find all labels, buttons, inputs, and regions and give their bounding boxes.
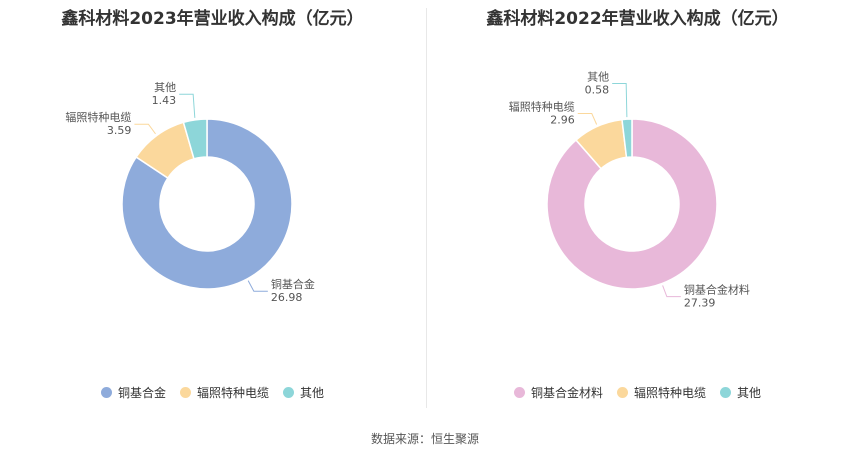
slice-0 [121,118,293,290]
legend-item-2[interactable]: 其他 [720,384,761,401]
legend-label: 铜基合金材料 [530,386,603,400]
legend-item-1[interactable]: 辐照特种电缆 [179,384,269,401]
slice-label-value-0: 26.98 [271,291,303,304]
legend-marker-icon [179,387,191,398]
slice-label-name-0: 铜基合金 [271,277,315,291]
legend-label: 辐照特种电缆 [633,386,706,400]
slice-2 [182,118,208,160]
slice-label-name-2: 其他 [154,81,176,94]
slice-label-name-2: 其他 [587,71,609,84]
legend-marker-icon [616,387,628,398]
slice-label-value-1: 3.59 [107,124,132,137]
slice-label-value-2: 0.58 [585,84,610,97]
leader-line-2 [179,93,196,118]
chart-2022: 鑫科材料2022年营业收入构成（亿元） 铜基合金材料 27.39 辐照特种电缆 2.9… [425,0,850,420]
divider [426,8,427,408]
leader-line-0 [247,280,268,292]
legend-label: 铜基合金 [117,386,166,400]
leader-line-0 [662,285,681,298]
legend-label: 其他 [737,386,762,400]
chart-title: 鑫科材料2022年营业收入构成（亿元） [486,9,789,29]
chart-2023: 鑫科材料2023年营业收入构成（亿元） 铜基合金 26.98 辐照特种电缆 3.59 其… [0,0,425,420]
legend-label: 其他 [300,386,325,400]
chart-title: 鑫科材料2023年营业收入构成（亿元） [61,9,364,29]
legend-label: 辐照特种电缆 [196,386,269,400]
leader-line-1 [134,123,156,135]
slice-label-value-0: 27.39 [684,297,716,310]
legend-item-1[interactable]: 辐照特种电缆 [616,384,706,401]
legend-item-2[interactable]: 其他 [283,384,324,401]
slice-label-value-1: 2.96 [550,114,575,127]
leader-line-1 [577,113,598,125]
legend: 铜基合金 辐照特种电缆 其他 [0,384,425,401]
slice-0 [546,118,718,290]
leader-line-2 [612,83,628,118]
legend: 铜基合金材料 辐照特种电缆 其他 [425,384,850,401]
legend-item-0[interactable]: 铜基合金材料 [513,384,603,401]
slice-label-name-1: 辐照特种电缆 [509,100,575,114]
legend-marker-icon [513,387,525,398]
slice-label-name-0: 铜基合金材料 [684,283,750,297]
legend-item-0[interactable]: 铜基合金 [100,384,166,401]
legend-marker-icon [283,387,294,398]
slice-2 [621,118,633,159]
slice-label-value-2: 1.43 [152,94,177,107]
slice-label-name-1: 辐照特种电缆 [65,110,131,124]
source-note: 数据来源：恒生聚源 [370,432,479,446]
legend-marker-icon [720,387,731,398]
legend-marker-icon [100,387,112,398]
